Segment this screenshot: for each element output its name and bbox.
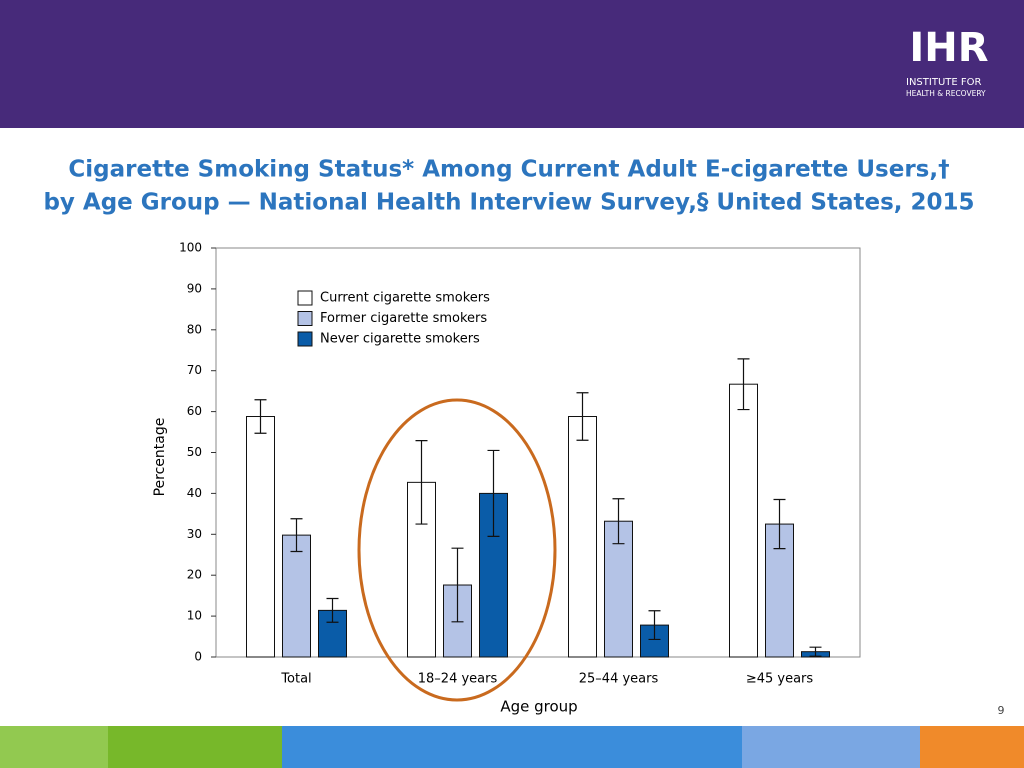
legend-swatch — [297, 290, 313, 306]
footer-stripe — [742, 726, 920, 768]
legend-swatch — [297, 331, 313, 347]
bar — [729, 383, 758, 658]
error-bar — [737, 358, 750, 411]
bar — [568, 416, 597, 658]
x-tick-label: Total — [280, 672, 311, 687]
legend-swatch — [297, 311, 313, 326]
y-tick-label: 10 — [187, 609, 202, 623]
x-tick-label: ≥45 years — [746, 672, 814, 687]
y-tick-label: 0 — [194, 650, 202, 664]
y-tick-label: 80 — [187, 322, 202, 336]
footer-stripe — [0, 726, 108, 768]
bar — [479, 492, 508, 658]
bar — [282, 534, 311, 658]
y-tick-label: 90 — [187, 281, 202, 295]
x-axis-label: Age group — [500, 698, 577, 716]
error-bar — [576, 392, 589, 441]
logo: IHR — [909, 25, 988, 71]
legend-label: Current cigarette smokers — [320, 291, 490, 306]
footer-stripe — [920, 726, 1024, 768]
y-tick-label: 70 — [187, 363, 202, 377]
error-bar — [415, 440, 428, 525]
bar — [246, 416, 275, 658]
plot-frame — [215, 247, 861, 658]
highlight-ellipse — [357, 398, 557, 702]
y-tick-label: 30 — [187, 527, 202, 541]
org-line: HEALTH & RECOVERY — [906, 89, 986, 98]
y-tick-label: 50 — [187, 445, 202, 459]
y-tick-label: 40 — [187, 486, 202, 500]
error-bar — [254, 399, 267, 434]
y-axis-label: Percentage — [152, 418, 168, 497]
error-bar — [612, 498, 625, 545]
error-bar — [290, 518, 303, 553]
header-band — [0, 0, 1024, 128]
footer-stripe — [108, 726, 282, 768]
y-tick-label: 60 — [187, 404, 202, 418]
error-bar — [773, 498, 786, 550]
legend-label: Former cigarette smokers — [320, 311, 487, 326]
error-bar — [809, 646, 822, 657]
error-bar — [487, 449, 500, 537]
page-number: 9 — [998, 704, 1005, 717]
y-tick-label: 100 — [179, 241, 202, 255]
footer-stripe — [282, 726, 742, 768]
legend-label: Never cigarette smokers — [320, 332, 480, 347]
y-tick-label: 20 — [187, 568, 202, 582]
error-bar — [451, 547, 464, 623]
x-tick-label: 18–24 years — [418, 672, 498, 687]
error-bar — [648, 610, 661, 641]
org-line: INSTITUTE FOR — [906, 77, 981, 88]
chart-title: Cigarette Smoking Status* Among Current … — [68, 157, 949, 183]
chart-title: by Age Group — National Health Interview… — [43, 190, 974, 216]
error-bar — [326, 597, 339, 623]
x-tick-label: 25–44 years — [579, 672, 659, 687]
